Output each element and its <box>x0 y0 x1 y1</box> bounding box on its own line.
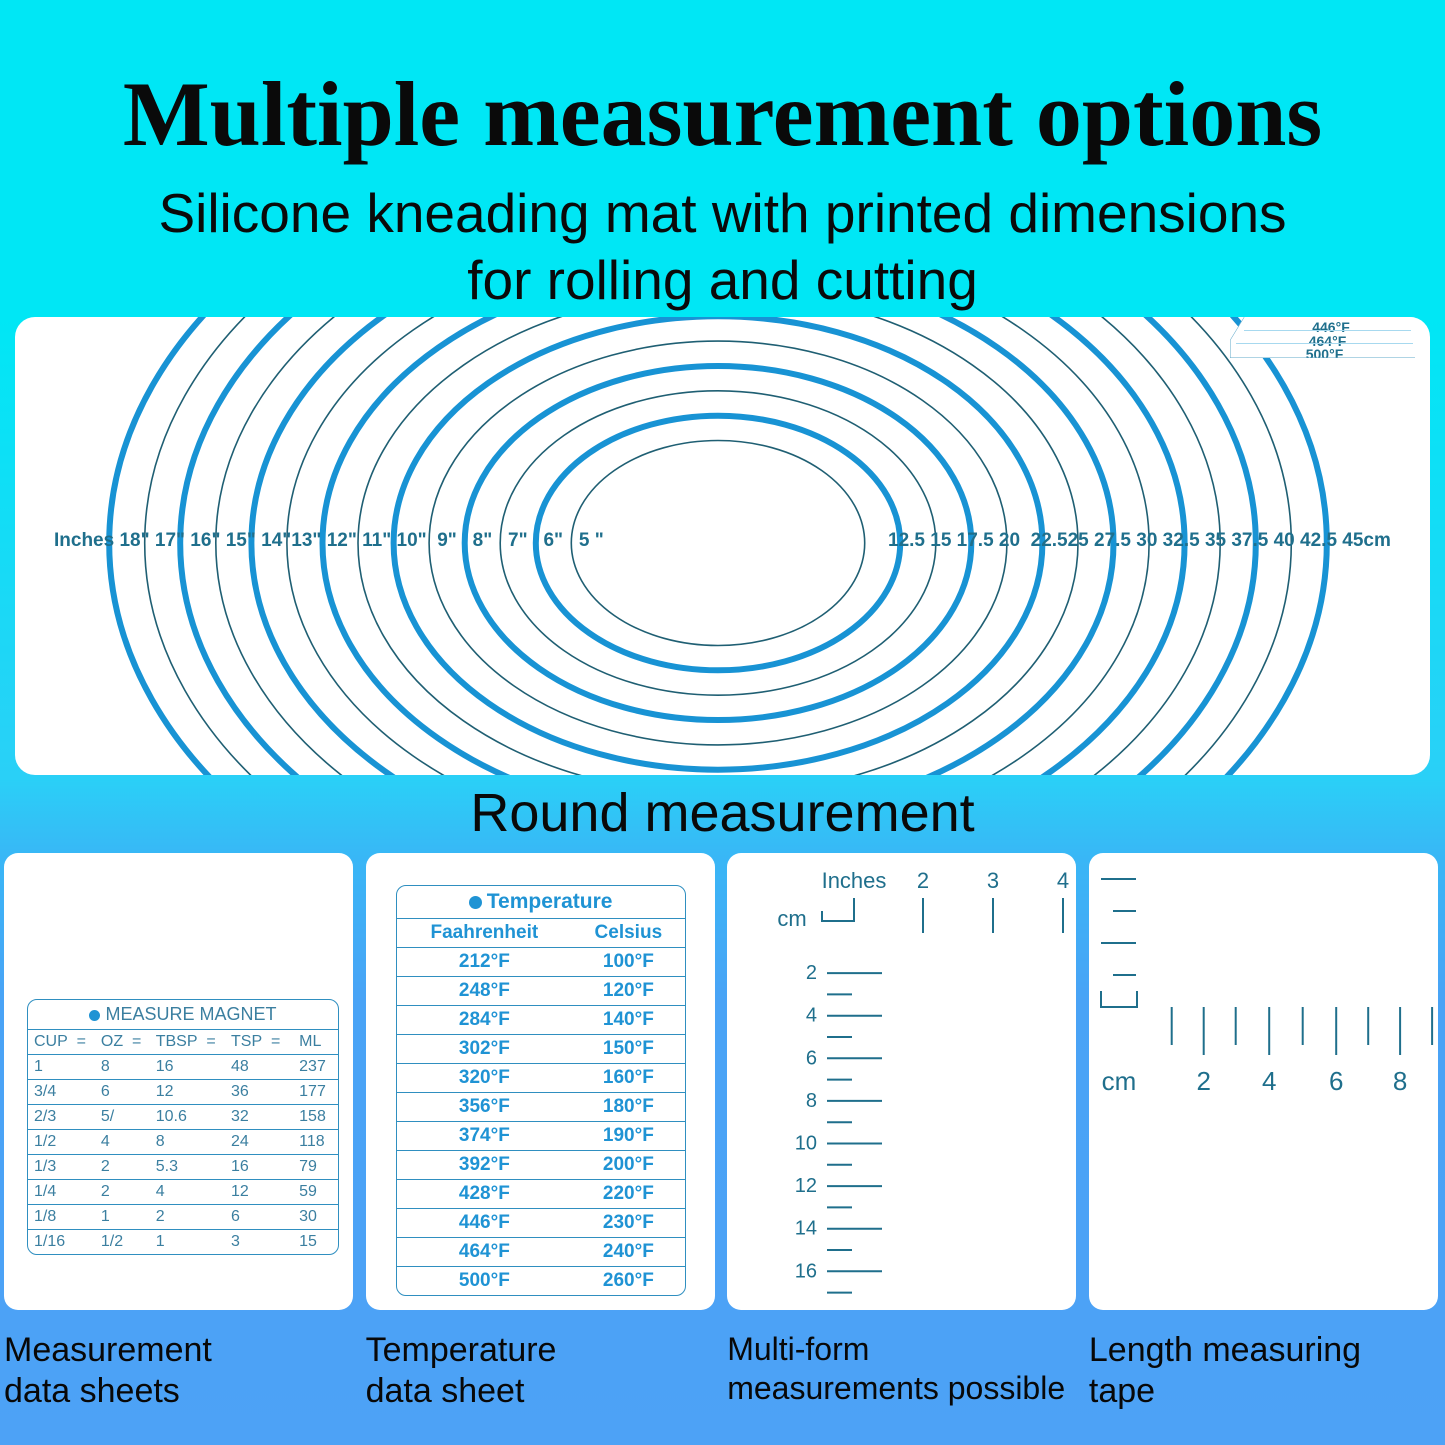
svg-text:cm: cm <box>778 906 807 931</box>
svg-text:4: 4 <box>1057 868 1069 893</box>
svg-text:2: 2 <box>806 962 817 984</box>
svg-text:10: 10 <box>795 1133 817 1155</box>
svg-text:4: 4 <box>1262 1066 1276 1096</box>
svg-text:16: 16 <box>795 1260 817 1282</box>
svg-text:2: 2 <box>917 868 929 893</box>
svg-text:8: 8 <box>806 1090 817 1112</box>
svg-text:4: 4 <box>806 1005 817 1027</box>
svg-text:12: 12 <box>795 1175 817 1197</box>
svg-text:6: 6 <box>806 1047 817 1069</box>
svg-text:14: 14 <box>795 1218 817 1240</box>
svg-text:8: 8 <box>1393 1066 1407 1096</box>
svg-text:6: 6 <box>1329 1066 1343 1096</box>
svg-text:3: 3 <box>987 868 999 893</box>
svg-text:cm: cm <box>1102 1066 1137 1096</box>
svg-text:Inches: Inches <box>822 868 887 893</box>
svg-text:2: 2 <box>1196 1066 1210 1096</box>
